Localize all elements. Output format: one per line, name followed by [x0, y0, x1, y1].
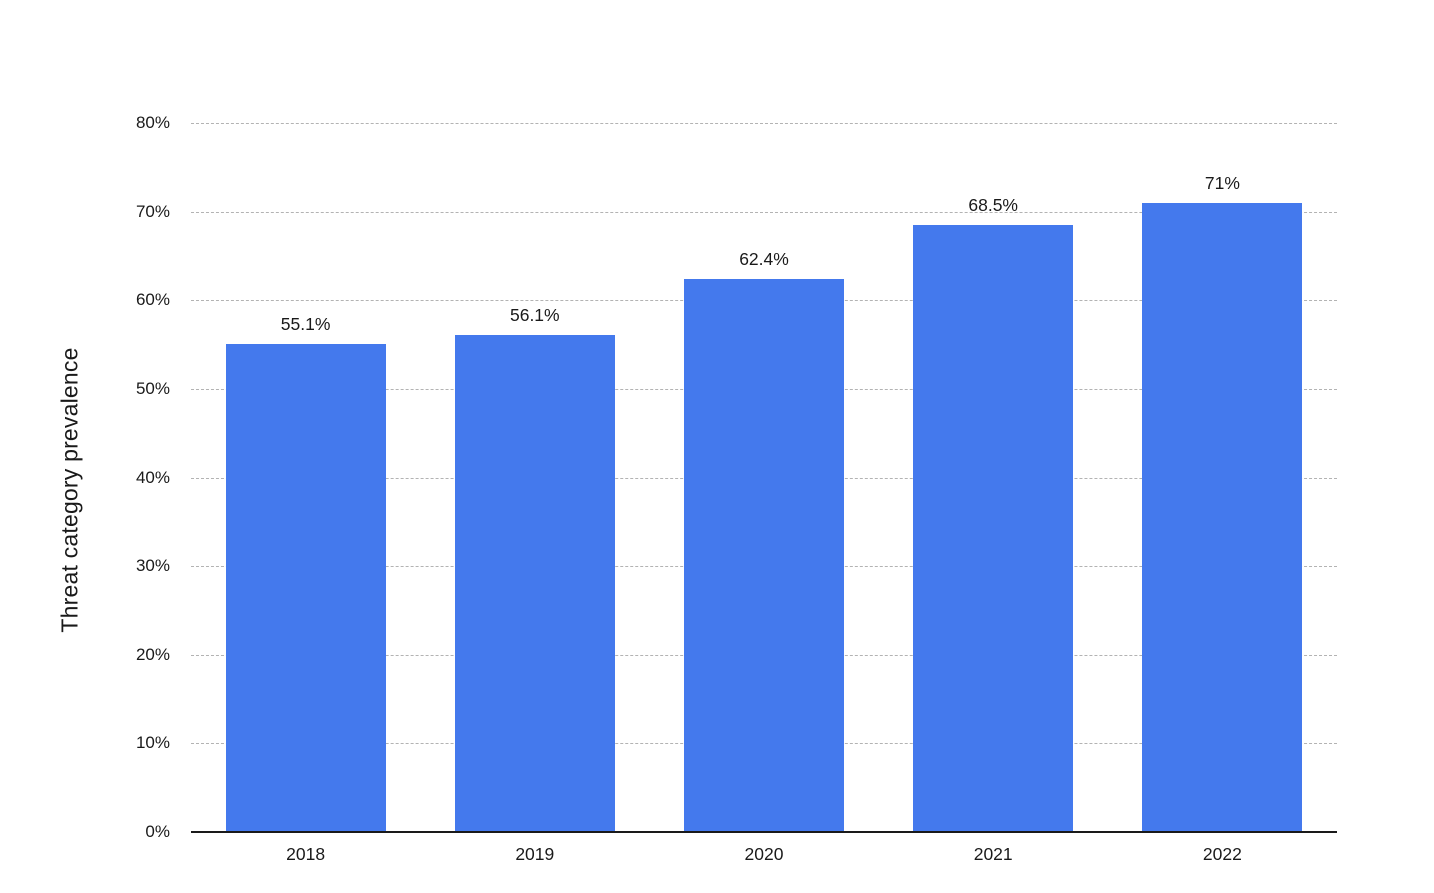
value-label-2020: 62.4% — [739, 248, 789, 269]
y-tick-label-20%: 20% — [135, 644, 170, 664]
bar-2021 — [913, 224, 1074, 832]
gridline-80% — [191, 123, 1337, 124]
x-tick-label-2018: 2018 — [286, 844, 326, 864]
value-label-2019: 56.1% — [509, 304, 560, 325]
bar-2019 — [454, 334, 615, 832]
bar-2020 — [684, 278, 844, 832]
y-tick-label-70%: 70% — [135, 201, 170, 221]
x-tick-label-2020: 2020 — [744, 844, 784, 864]
value-label-2022: 71% — [1204, 172, 1240, 193]
y-tick-label-50%: 50% — [135, 378, 170, 398]
plot-area — [191, 123, 1337, 833]
y-tick-label-80%: 80% — [135, 113, 170, 132]
bar-2022 — [1142, 202, 1303, 832]
value-label-2018: 55.1% — [280, 313, 331, 334]
gridline-70% — [191, 211, 1337, 213]
y-tick-label-30%: 30% — [135, 556, 170, 576]
value-label-2021: 68.5% — [968, 194, 1018, 215]
y-tick-label-60%: 60% — [135, 290, 170, 310]
y-tick-label-40%: 40% — [135, 467, 170, 487]
x-tick-label-2022: 2022 — [1202, 844, 1242, 864]
bar-2018 — [225, 343, 386, 832]
x-axis-line — [191, 831, 1337, 833]
y-tick-label-0%: 0% — [145, 822, 170, 841]
y-tick-label-10%: 10% — [135, 733, 170, 753]
x-tick-label-2019: 2019 — [515, 844, 555, 864]
x-tick-label-2021: 2021 — [973, 844, 1013, 864]
